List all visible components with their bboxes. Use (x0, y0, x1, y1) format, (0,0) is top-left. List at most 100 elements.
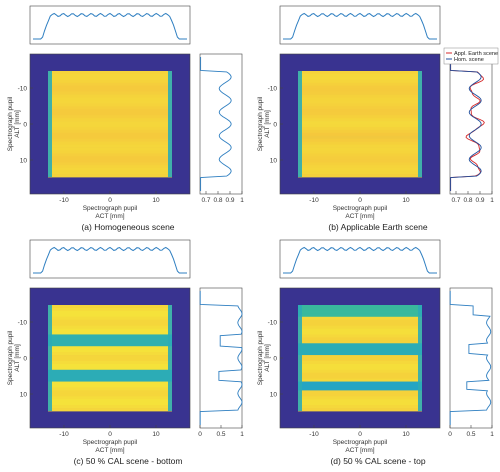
heatmap-row (298, 71, 422, 75)
heatmap-row (298, 375, 422, 380)
earth-scene-line (450, 57, 485, 191)
heatmap-row (48, 132, 172, 137)
heatmap-row (298, 369, 422, 374)
heatmap-row (298, 156, 422, 160)
x-axis-label: ACT [mm] (95, 213, 124, 220)
heatmap-row (298, 121, 422, 125)
heatmap-row (298, 310, 422, 315)
heatmap-row (48, 369, 172, 374)
heatmap-row (48, 100, 172, 104)
heatmap-row (298, 144, 422, 148)
heatmap-row (298, 393, 422, 397)
side-tick-label: 0.5 (216, 431, 225, 438)
heatmap-row (48, 165, 172, 169)
heatmap-row (298, 138, 422, 143)
heatmap-row (48, 393, 172, 397)
heatmap-row (48, 73, 172, 78)
heatmap-row (48, 390, 172, 394)
heatmap-row (298, 88, 422, 93)
legend-box (443, 47, 499, 65)
top-profile-frame (29, 239, 191, 279)
heatmap-row (48, 109, 172, 113)
side-profile-line (449, 291, 492, 425)
x-axis-label: Spectrograph pupil (83, 205, 138, 212)
y-tick-label: 10 (270, 158, 278, 165)
heatmap-edge-right (418, 71, 422, 177)
side-profile-frame (449, 53, 493, 195)
heatmap-row (48, 331, 172, 335)
y-tick-label: 0 (273, 356, 277, 363)
homogeneous-scene-line (450, 57, 482, 191)
heatmap-row (48, 115, 172, 119)
x-tick-label: -10 (59, 431, 69, 438)
heatmap-row (298, 94, 422, 98)
side-tick-label: 1 (240, 197, 244, 204)
legend-entry: Appl. Earth scene (454, 51, 498, 57)
y-axis-label: Spectrograph pupil (7, 330, 14, 385)
heatmap-row (298, 118, 422, 122)
heatmap-row (298, 82, 422, 87)
heatmap-row (48, 106, 172, 110)
y-axis-label: ALT [mm] (264, 110, 271, 138)
y-axis-label: Spectrograph pupil (7, 96, 14, 151)
heatmap-row (48, 147, 172, 151)
heatmap-row (48, 352, 172, 356)
heatmap-row (48, 399, 172, 403)
heatmap-row (298, 384, 422, 388)
y-axis-label: ALT [mm] (14, 110, 21, 138)
y-tick-label: 10 (20, 392, 28, 399)
y-tick-label: 0 (23, 356, 27, 363)
heatmap-row (298, 408, 422, 412)
heatmap-row (298, 165, 422, 169)
heatmap-row (48, 358, 172, 362)
side-tick-label: 0 (198, 431, 202, 438)
heatmap-row (298, 405, 422, 409)
heatmap-row (48, 94, 172, 98)
heatmap-row (48, 97, 172, 101)
heatmap-row (298, 307, 422, 312)
heatmap-row (48, 88, 172, 93)
heatmap-row (48, 366, 172, 371)
heatmap-row (298, 171, 422, 175)
heatmap-row (298, 340, 422, 344)
heatmap-row (298, 103, 422, 107)
heatmap-row (48, 118, 172, 122)
top-profile-line (283, 12, 437, 40)
legend-entry: Hom. scene (454, 57, 484, 63)
heatmap-row (298, 126, 422, 131)
heatmap-row (298, 100, 422, 104)
heatmap-row (298, 132, 422, 137)
heatmap-row (298, 319, 422, 324)
side-profile-frame (449, 287, 493, 429)
heatmap-edge-left (298, 71, 302, 177)
heatmap-row (298, 316, 422, 321)
panel-caption: (d) 50 % CAL scene - top (330, 456, 425, 466)
y-tick-label: 10 (270, 392, 278, 399)
heatmap-row (48, 124, 172, 128)
heatmap-row (48, 159, 172, 163)
heatmap-row (48, 396, 172, 400)
heatmap-row (298, 162, 422, 166)
x-tick-label: 0 (108, 431, 112, 438)
x-axis-label: Spectrograph pupil (333, 205, 388, 212)
heatmap-row (48, 121, 172, 125)
panel-caption: (c) 50 % CAL scene - bottom (74, 456, 183, 466)
heatmap-row (48, 85, 172, 90)
heatmap-row (48, 319, 172, 324)
x-tick-label: 10 (402, 431, 410, 438)
heatmap-row (48, 76, 172, 81)
heatmap-row (48, 360, 172, 365)
heatmap-row (298, 85, 422, 90)
heatmap-row (48, 153, 172, 157)
heatmap-row (298, 106, 422, 110)
x-tick-label: 0 (358, 197, 362, 204)
heatmap-row (48, 79, 172, 84)
heatmap-row (298, 363, 422, 368)
side-tick-label: 1 (490, 431, 494, 438)
heatmap-row (298, 366, 422, 371)
y-tick-label: 0 (23, 122, 27, 129)
